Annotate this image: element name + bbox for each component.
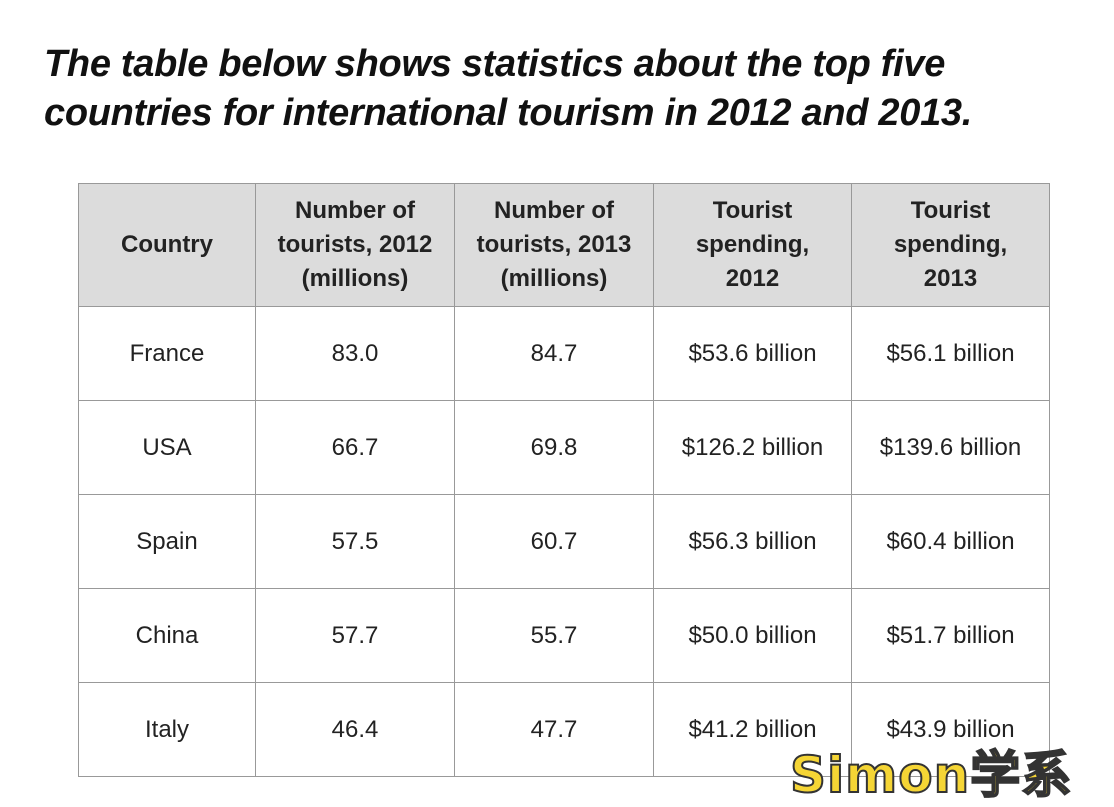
cell-tourists-2012: 66.7	[255, 400, 455, 495]
table-row: USA 66.7 69.8 $126.2 billion $139.6 billion	[78, 400, 1050, 495]
cell-country: Italy	[78, 682, 256, 777]
cell-spending-2012: $53.6 billion	[653, 306, 852, 401]
cell-country: France	[78, 306, 256, 401]
cell-country: Spain	[78, 494, 256, 589]
cell-tourists-2013: 60.7	[454, 494, 654, 589]
cell-spending-2013: $43.9 billion	[851, 682, 1050, 777]
cell-tourists-2012: 83.0	[255, 306, 455, 401]
cell-spending-2013: $139.6 billion	[851, 400, 1050, 495]
cell-tourists-2012: 57.5	[255, 494, 455, 589]
cell-tourists-2013: 84.7	[454, 306, 654, 401]
tourism-table: Country Number of tourists, 2012 (millio…	[78, 183, 1050, 777]
table-row: China 57.7 55.7 $50.0 billion $51.7 billion	[78, 588, 1050, 683]
table-row: Spain 57.5 60.7 $56.3 billion $60.4 billion	[78, 494, 1050, 589]
cell-country: China	[78, 588, 256, 683]
cell-spending-2013: $60.4 billion	[851, 494, 1050, 589]
cell-tourists-2012: 46.4	[255, 682, 455, 777]
cell-spending-2012: $41.2 billion	[653, 682, 852, 777]
header-country: Country	[78, 183, 256, 307]
header-spending-2012: Tourist spending, 2012	[653, 183, 852, 307]
cell-spending-2012: $56.3 billion	[653, 494, 852, 589]
cell-spending-2013: $56.1 billion	[851, 306, 1050, 401]
table-row: Italy 46.4 47.7 $41.2 billion $43.9 billion	[78, 682, 1050, 777]
cell-spending-2012: $50.0 billion	[653, 588, 852, 683]
header-spending-2013: Tourist spending, 2013	[851, 183, 1050, 307]
header-tourists-2012: Number of tourists, 2012 (millions)	[255, 183, 455, 307]
cell-tourists-2013: 55.7	[454, 588, 654, 683]
table-header-row: Country Number of tourists, 2012 (millio…	[78, 183, 1050, 307]
page-title: The table below shows statistics about t…	[44, 43, 973, 134]
cell-country: USA	[78, 400, 256, 495]
cell-tourists-2013: 47.7	[454, 682, 654, 777]
table-row: France 83.0 84.7 $53.6 billion $56.1 billion	[78, 306, 1050, 401]
cell-tourists-2013: 69.8	[454, 400, 654, 495]
header-tourists-2013: Number of tourists, 2013 (millions)	[454, 183, 654, 307]
watermark-logo: Simon学系	[789, 745, 1073, 805]
cell-spending-2013: $51.7 billion	[851, 588, 1050, 683]
cell-spending-2012: $126.2 billion	[653, 400, 852, 495]
cell-tourists-2012: 57.7	[255, 588, 455, 683]
